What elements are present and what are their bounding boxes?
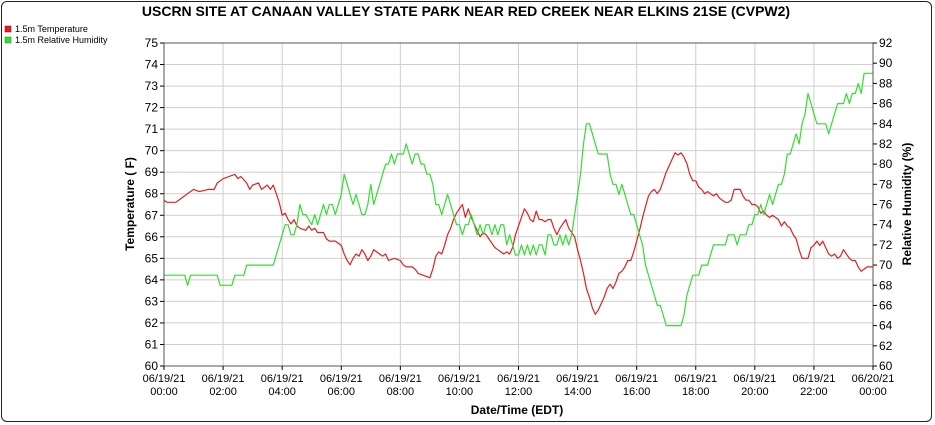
- x-tick-time: 00:00: [150, 386, 178, 398]
- y-right-tick-label: 90: [879, 56, 893, 70]
- y-left-tick-label: 74: [145, 58, 159, 72]
- x-tick-time: 20:00: [741, 386, 769, 398]
- x-tick-date: 06/19/21: [556, 373, 599, 385]
- x-tick-label: 06/19/21 22:00: [793, 373, 836, 398]
- x-tick-label: 06/19/21 08:00: [379, 373, 422, 398]
- x-tick-label: 06/19/21 16:00: [615, 373, 658, 398]
- x-tick-label: 06/19/21 10:00: [438, 373, 481, 398]
- x-tick-date: 06/19/21: [379, 373, 422, 385]
- x-tick-time: 22:00: [800, 386, 828, 398]
- y-left-tick-label: 63: [145, 294, 159, 308]
- y-right-tick-label: 76: [879, 198, 893, 212]
- y-left-tick-label: 73: [145, 79, 159, 93]
- x-tick-label: 06/19/21 02:00: [202, 373, 245, 398]
- y-left-tick-label: 71: [145, 122, 159, 136]
- x-tick-label: 06/19/21 18:00: [674, 373, 717, 398]
- y-left-tick-label: 65: [145, 251, 159, 265]
- series-layer: [163, 72, 873, 327]
- x-tick-label: 06/19/21 12:00: [497, 373, 540, 398]
- x-axis-label: Date/Time (EDT): [471, 403, 563, 417]
- y-right-tick-label: 68: [879, 278, 893, 292]
- y-axis-left-label: Temperature ( F): [123, 157, 137, 251]
- y-right-tick-label: 70: [879, 258, 893, 272]
- x-tick-time: 16:00: [623, 386, 651, 398]
- x-tick-time: 14:00: [564, 386, 592, 398]
- y-left-tick-label: 61: [145, 337, 159, 351]
- y-axis-right-ticks: 60 62 64 66 68 70 72 74 76 78 80 82 84 86 88 90 92: [873, 36, 893, 373]
- y-left-tick-label: 72: [145, 101, 159, 115]
- y-left-tick-label: 66: [145, 230, 159, 244]
- y-right-tick-label: 64: [879, 319, 893, 333]
- x-tick-date: 06/19/21: [674, 373, 717, 385]
- x-tick-date: 06/19/21: [202, 373, 245, 385]
- y-right-tick-label: 80: [879, 157, 893, 171]
- x-tick-date: 06/19/21: [497, 373, 540, 385]
- y-left-tick-label: 68: [145, 187, 159, 201]
- y-right-tick-label: 84: [879, 117, 893, 131]
- x-tick-label: 06/19/21 04:00: [261, 373, 304, 398]
- y-right-tick-label: 92: [879, 36, 893, 50]
- legend-label-humidity: 1.5m Relative Humidity: [15, 35, 108, 45]
- x-tick-time: 10:00: [446, 386, 474, 398]
- x-tick-label: 06/20/21 00:00: [852, 373, 895, 398]
- x-tick-label: 06/19/21 06:00: [320, 373, 363, 398]
- y-right-tick-label: 88: [879, 76, 893, 90]
- series-line-humidity: [164, 72, 873, 327]
- x-tick-date: 06/20/21: [852, 373, 895, 385]
- x-tick-date: 06/19/21: [733, 373, 776, 385]
- y-right-tick-label: 72: [879, 238, 893, 252]
- x-tick-time: 06:00: [327, 386, 355, 398]
- y-right-tick-label: 62: [879, 339, 893, 353]
- legend-swatch-humidity: [4, 36, 12, 44]
- x-tick-time: 12:00: [505, 386, 533, 398]
- x-tick-label: 06/19/21 00:00: [143, 373, 186, 398]
- y-right-tick-label: 86: [879, 97, 893, 111]
- y-axis-left-ticks: 60 61 62 63 64 65 66 67 68 69 70 71 72 73 74 75: [145, 36, 164, 373]
- legend: 1.5m Temperature 1.5m Relative Humidity: [4, 24, 108, 45]
- x-tick-time: 18:00: [682, 386, 710, 398]
- legend-label-temperature: 1.5m Temperature: [15, 24, 88, 34]
- x-tick-date: 06/19/21: [438, 373, 481, 385]
- x-tick-label: 06/19/21 20:00: [733, 373, 776, 398]
- y-left-tick-label: 75: [145, 36, 159, 50]
- x-tick-time: 08:00: [387, 386, 415, 398]
- chart-title: USCRN SITE AT CANAAN VALLEY STATE PARK N…: [142, 3, 790, 19]
- y-left-tick-label: 60: [145, 359, 159, 373]
- y-right-tick-label: 74: [879, 218, 893, 232]
- y-left-tick-label: 64: [145, 273, 159, 287]
- y-left-tick-label: 69: [145, 165, 159, 179]
- y-left-tick-label: 67: [145, 208, 159, 222]
- x-tick-date: 06/19/21: [793, 373, 836, 385]
- x-tick-time: 00:00: [859, 386, 887, 398]
- x-tick-date: 06/19/21: [261, 373, 304, 385]
- x-tick-date: 06/19/21: [143, 373, 186, 385]
- x-tick-time: 02:00: [209, 386, 237, 398]
- y-left-tick-label: 70: [145, 144, 159, 158]
- y-axis-right-label: Relative Humidity (%): [900, 143, 914, 266]
- x-tick-date: 06/19/21: [320, 373, 363, 385]
- x-tick-time: 04:00: [268, 386, 296, 398]
- x-tick-date: 06/19/21: [615, 373, 658, 385]
- y-left-tick-label: 62: [145, 316, 159, 330]
- y-right-tick-label: 66: [879, 298, 893, 312]
- y-right-tick-label: 82: [879, 137, 893, 151]
- legend-swatch-temperature: [4, 25, 12, 33]
- x-tick-label: 06/19/21 14:00: [556, 373, 599, 398]
- series-line-temperature: [163, 152, 873, 315]
- y-right-tick-label: 78: [879, 177, 893, 191]
- y-right-tick-label: 60: [879, 359, 893, 373]
